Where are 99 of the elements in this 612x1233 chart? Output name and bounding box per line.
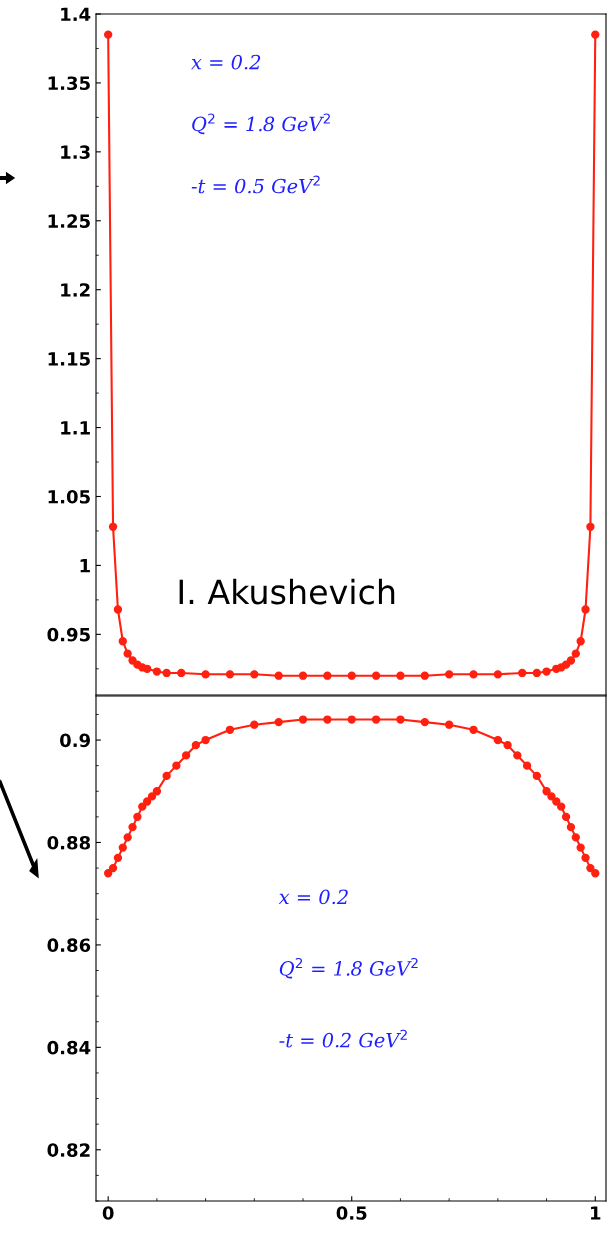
y-tick-label: 1.35 (48, 76, 90, 91)
point (104, 30, 113, 39)
point (503, 741, 512, 750)
point (118, 843, 127, 852)
point (162, 771, 171, 781)
point (542, 787, 551, 796)
point (347, 671, 356, 680)
annotation: I. Akushevich (179, 578, 395, 605)
point (396, 715, 405, 724)
point (586, 522, 595, 531)
point (547, 792, 556, 801)
y-tick-label: 0.84 (47, 1040, 91, 1055)
annotation: -t = 0.2 GeV$^{2}$ (279, 1029, 407, 1048)
annotation: -t = 0.5 GeV$^{2}$ (191, 175, 320, 194)
point (493, 735, 503, 745)
point (250, 720, 259, 729)
point (420, 671, 429, 680)
point (323, 715, 332, 724)
point (152, 667, 162, 676)
point (561, 812, 571, 822)
point (566, 656, 576, 665)
point (591, 30, 600, 39)
point (532, 668, 541, 678)
point (225, 725, 235, 734)
point (552, 797, 561, 806)
point (118, 637, 127, 646)
y-tick-label: 1.4 (61, 7, 91, 21)
point (274, 671, 283, 680)
point (522, 761, 532, 770)
point (566, 822, 576, 832)
point (469, 725, 478, 734)
point (113, 605, 123, 614)
point (201, 735, 210, 745)
point (444, 720, 454, 729)
point (274, 717, 283, 727)
point (128, 822, 137, 832)
point (591, 869, 600, 878)
point (581, 853, 590, 863)
point (371, 715, 381, 724)
y-tick-label: 1 (80, 559, 90, 573)
y-tick-label: 0.9 (60, 733, 90, 748)
annotation: Q$^{2}$ = 1.8 GeV$^{2}$ (279, 957, 418, 979)
y-tick-label: 1.2 (61, 283, 90, 297)
annotation: Q$^{2}$ = 1.8 GeV$^{2}$ (192, 113, 330, 135)
point (371, 671, 381, 680)
point (576, 637, 585, 646)
point (576, 843, 585, 852)
y-tick-label: 1.3 (61, 145, 90, 159)
point (108, 522, 118, 531)
point (298, 715, 308, 724)
point (532, 771, 541, 781)
point (113, 853, 123, 863)
y-tick-label: 1.15 (48, 352, 90, 366)
point (250, 670, 259, 679)
point (104, 869, 113, 878)
point (444, 670, 454, 679)
point (142, 797, 152, 806)
point (518, 668, 527, 678)
annotation: x = 0.2 (191, 54, 261, 70)
point (571, 649, 580, 658)
y-tick-label: 1.05 (48, 489, 90, 504)
point (542, 667, 551, 676)
point (191, 741, 201, 750)
y-tick-label: 0.82 (47, 1143, 90, 1157)
y-tick-label: 0.88 (47, 835, 91, 850)
point (347, 715, 356, 724)
y-tick-label: 1.25 (48, 214, 90, 228)
point (557, 802, 566, 811)
point (298, 671, 308, 680)
annotation: x = 0.2 (278, 889, 348, 905)
point (225, 670, 235, 679)
y-tick-label: 0.95 (47, 627, 90, 642)
point (469, 670, 478, 679)
point (181, 751, 191, 760)
point (323, 671, 332, 680)
point (513, 751, 522, 760)
point (123, 649, 132, 658)
y-tick-label: 0.86 (47, 938, 91, 953)
point (152, 787, 162, 796)
point (108, 863, 118, 873)
x-tick-label: 1 (591, 1206, 601, 1220)
point (123, 833, 132, 842)
x-tick-label: 0.5 (336, 1206, 367, 1220)
point (586, 863, 595, 873)
x-tick-label: 0 (102, 1206, 114, 1220)
point (581, 605, 590, 614)
point (420, 717, 429, 727)
point (571, 833, 580, 842)
point (133, 812, 142, 822)
y-tick-label: 1.1 (61, 421, 90, 435)
point (147, 792, 157, 801)
point (142, 664, 152, 673)
point (493, 670, 503, 679)
point (177, 668, 186, 678)
point (396, 671, 405, 680)
point (138, 802, 147, 811)
point (172, 761, 181, 770)
point (201, 670, 210, 679)
point (162, 668, 171, 678)
